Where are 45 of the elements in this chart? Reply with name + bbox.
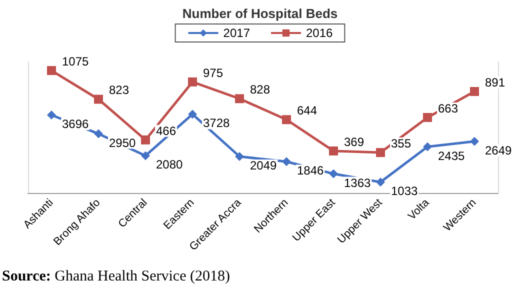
- point: [141, 135, 150, 144]
- data-label: 1846: [297, 164, 324, 178]
- point: [47, 66, 56, 76]
- data-label: 1033: [391, 184, 418, 198]
- point: [376, 148, 385, 158]
- data-label: 1075: [62, 54, 90, 69]
- point: [282, 115, 291, 124]
- point: [188, 77, 197, 86]
- data-label: 823: [109, 83, 130, 98]
- data-label: 644: [297, 104, 318, 118]
- point: [47, 110, 56, 120]
- data-label: 2649: [485, 143, 512, 158]
- data-label: 2049: [250, 158, 278, 172]
- point: [376, 178, 385, 187]
- point: [141, 151, 150, 160]
- data-label: 2435: [438, 148, 466, 163]
- data-label: 891: [485, 76, 506, 90]
- data-label: 663: [438, 101, 458, 116]
- data-label: 3696: [62, 117, 90, 132]
- point: [282, 157, 291, 166]
- data-label: 2080: [156, 158, 184, 172]
- point: [329, 169, 338, 178]
- data-label: 2950: [109, 136, 136, 150]
- x-tick-label: Volta: [406, 196, 432, 223]
- point: [329, 146, 338, 156]
- data-label: 355: [391, 136, 412, 151]
- legend-label: 2017: [223, 26, 250, 40]
- chart-title: Number of Hospital Beds: [182, 6, 338, 21]
- data-label: 975: [203, 66, 224, 80]
- point: [94, 94, 103, 104]
- point: [423, 112, 432, 122]
- data-label: 828: [250, 82, 270, 97]
- point: [235, 152, 244, 161]
- point: [423, 142, 432, 152]
- data-label: 466: [156, 124, 176, 138]
- source-note: Source: Ghana Health Service (2018): [2, 268, 230, 284]
- data-label: 1363: [344, 176, 372, 190]
- data-label: 3728: [203, 116, 230, 130]
- point: [470, 136, 479, 146]
- point: [94, 129, 103, 138]
- data-label: 369: [344, 134, 364, 149]
- point: [188, 110, 197, 119]
- point: [235, 94, 244, 104]
- point: [470, 87, 479, 96]
- legend-label: 2016: [306, 26, 334, 40]
